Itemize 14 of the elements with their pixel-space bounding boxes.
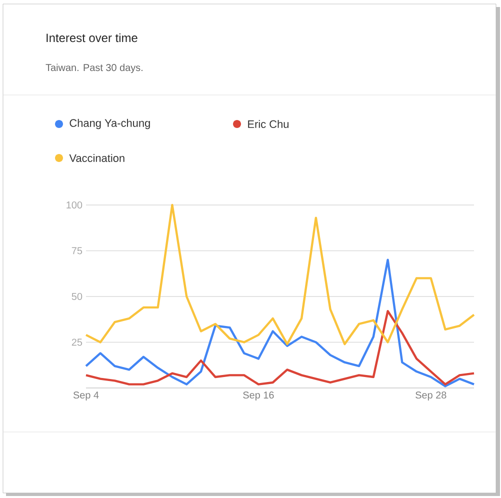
chart-subtitle: Taiwan. Past 30 days.: [46, 64, 142, 74]
line-series: [84, 204, 476, 346]
y-tick-label: 100: [66, 201, 82, 209]
y-tick-label: 50: [72, 292, 82, 300]
x-tick-label: Sep 16: [243, 392, 274, 401]
legend-label: Chang Ya-chung: [70, 118, 150, 130]
y-tick-label: 25: [72, 338, 82, 346]
line-series: [84, 258, 476, 388]
chart-title: Interest over time: [46, 33, 138, 42]
legend-label: Vaccination: [69, 154, 124, 162]
x-tick-label: Sep 28: [416, 392, 446, 401]
x-tick-label: Sep 4: [73, 392, 99, 401]
legend-label: Eric Chu: [248, 120, 288, 128]
y-tick-label: 75: [72, 247, 82, 254]
